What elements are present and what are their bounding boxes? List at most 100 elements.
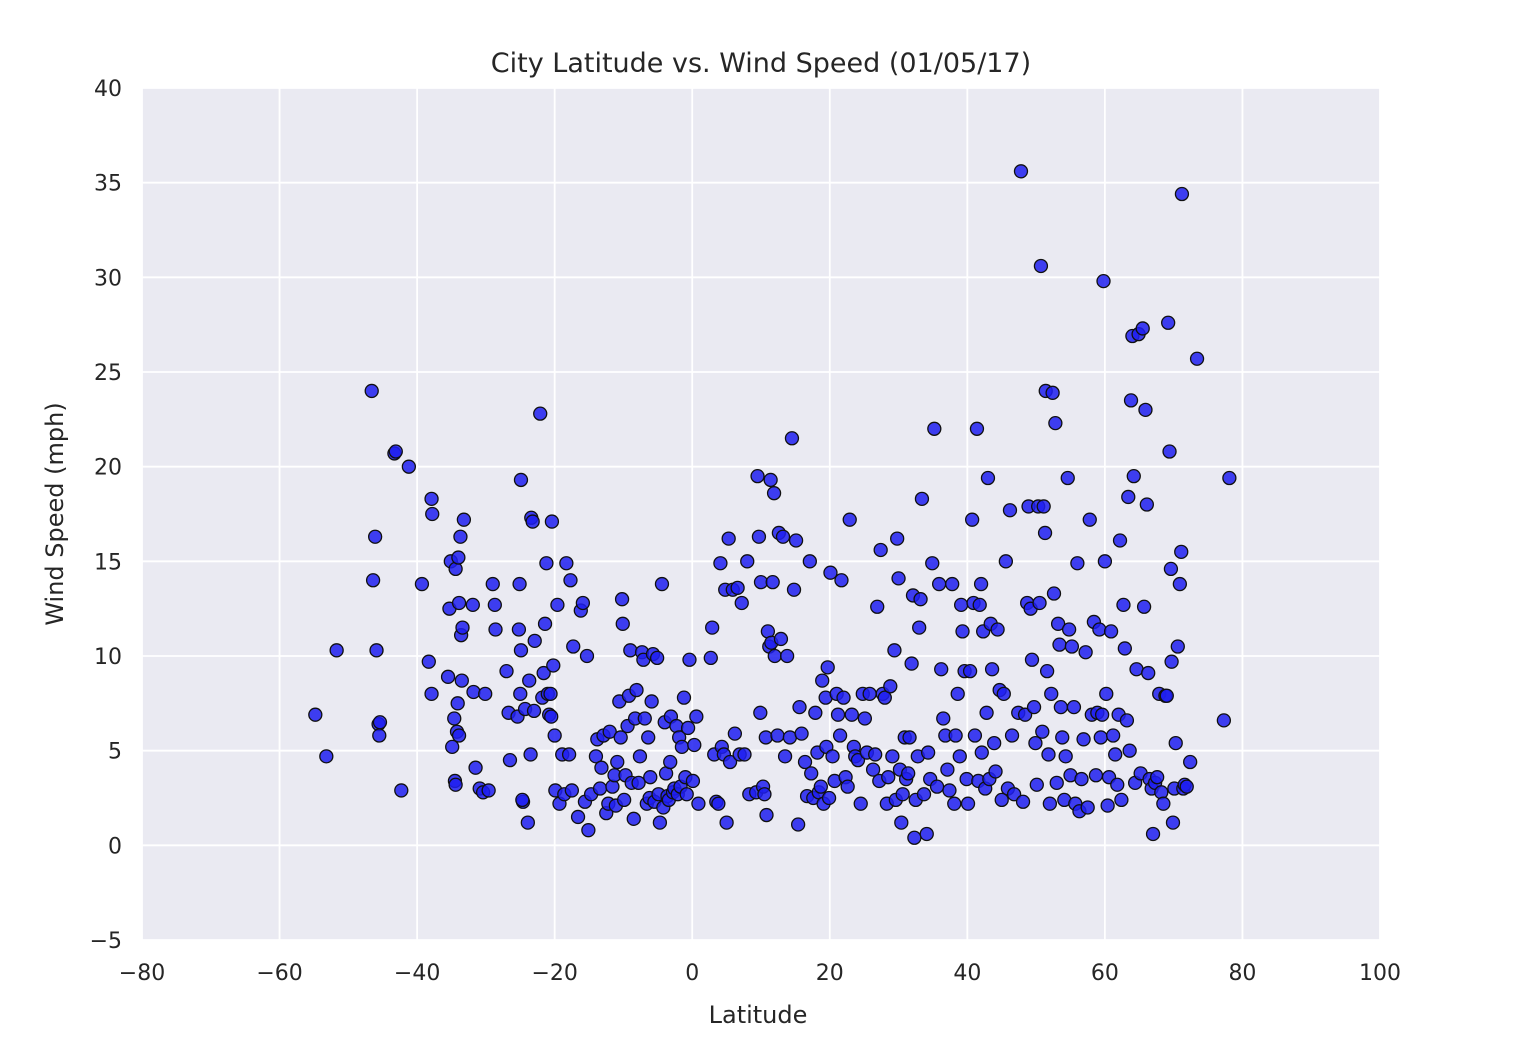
data-point	[1189, 351, 1205, 366]
data-point	[1002, 503, 1018, 518]
x-tick-label: −60	[256, 961, 302, 986]
data-point	[1094, 707, 1110, 722]
data-point	[870, 599, 885, 614]
data-point	[960, 796, 976, 811]
data-point	[786, 582, 802, 597]
y-tick-label: 0	[108, 834, 122, 859]
data-point	[372, 715, 388, 730]
data-point	[579, 648, 595, 664]
data-point	[1097, 554, 1113, 569]
data-points	[308, 164, 1237, 845]
data-point	[1122, 743, 1137, 758]
data-point	[515, 792, 530, 808]
data-point	[629, 682, 644, 698]
data-point	[1045, 385, 1060, 400]
x-tick-label: −20	[531, 961, 577, 986]
data-point	[626, 811, 641, 826]
y-tick-labels: −5 0 5 10 15 20 25 30 35 40	[90, 77, 122, 954]
data-point	[680, 720, 696, 736]
data-point	[388, 444, 403, 459]
data-point	[1060, 470, 1075, 486]
data-point	[823, 565, 838, 580]
data-point	[368, 529, 383, 544]
data-point	[1044, 686, 1059, 702]
data-point	[523, 747, 538, 762]
data-point	[792, 699, 807, 715]
data-point	[853, 796, 868, 811]
data-point	[891, 571, 906, 586]
x-tick-label: 100	[1359, 961, 1401, 986]
data-point	[1141, 665, 1156, 681]
data-point	[513, 686, 528, 702]
data-point	[575, 595, 591, 611]
data-point	[804, 766, 819, 781]
data-point	[1168, 735, 1183, 751]
y-axis-label: Wind Speed (mph)	[41, 402, 69, 625]
data-point	[703, 650, 718, 666]
data-point	[955, 624, 970, 639]
data-point	[478, 686, 493, 702]
data-point	[929, 779, 945, 794]
data-point	[873, 542, 888, 558]
data-point	[1170, 639, 1185, 654]
data-point	[1036, 499, 1051, 514]
data-point	[1123, 393, 1139, 408]
data-point	[319, 749, 334, 764]
data-point	[1076, 732, 1091, 747]
data-point	[1078, 645, 1093, 660]
data-point	[522, 673, 537, 688]
data-point	[372, 728, 387, 743]
data-point	[1015, 794, 1031, 809]
data-point	[440, 669, 456, 684]
data-point	[996, 686, 1011, 702]
x-tick-label: 80	[1228, 961, 1256, 986]
data-point	[610, 754, 625, 770]
data-point	[797, 754, 813, 770]
data-point	[1061, 622, 1077, 637]
data-point	[613, 730, 628, 745]
data-point	[1174, 544, 1189, 560]
data-point	[447, 711, 462, 726]
data-point	[919, 826, 934, 842]
data-point	[779, 648, 795, 664]
data-point	[940, 762, 955, 777]
y-tick-label: 35	[94, 172, 122, 197]
data-point	[784, 431, 800, 446]
data-point	[1039, 663, 1055, 679]
data-point	[974, 745, 989, 760]
data-point	[511, 622, 527, 637]
data-point	[813, 779, 828, 794]
data-point	[934, 662, 949, 677]
data-point	[1026, 699, 1042, 715]
x-tick-label: −40	[394, 961, 440, 986]
data-point	[890, 531, 905, 546]
data-point	[973, 576, 989, 592]
data-point	[1055, 730, 1070, 745]
data-point	[947, 796, 962, 811]
data-point	[950, 686, 965, 702]
data-point	[1048, 415, 1063, 431]
data-point	[895, 787, 910, 802]
data-point	[994, 792, 1009, 808]
data-point	[513, 643, 529, 658]
data-point	[570, 809, 586, 825]
data-point	[1162, 444, 1177, 459]
data-point	[414, 576, 430, 592]
data-point	[369, 643, 384, 658]
data-point	[1033, 258, 1049, 274]
data-point	[1028, 735, 1043, 751]
data-point	[329, 643, 344, 658]
data-point	[1117, 641, 1132, 656]
data-point	[820, 660, 835, 675]
data-point	[525, 514, 540, 529]
data-point	[453, 529, 468, 544]
data-point	[1037, 525, 1053, 541]
data-point	[998, 554, 1013, 569]
data-point	[916, 787, 932, 802]
data-point	[1052, 637, 1067, 652]
data-point	[1174, 186, 1190, 202]
data-point	[1136, 599, 1152, 614]
data-point	[719, 815, 734, 830]
data-point	[988, 764, 1003, 779]
data-point	[782, 730, 798, 745]
